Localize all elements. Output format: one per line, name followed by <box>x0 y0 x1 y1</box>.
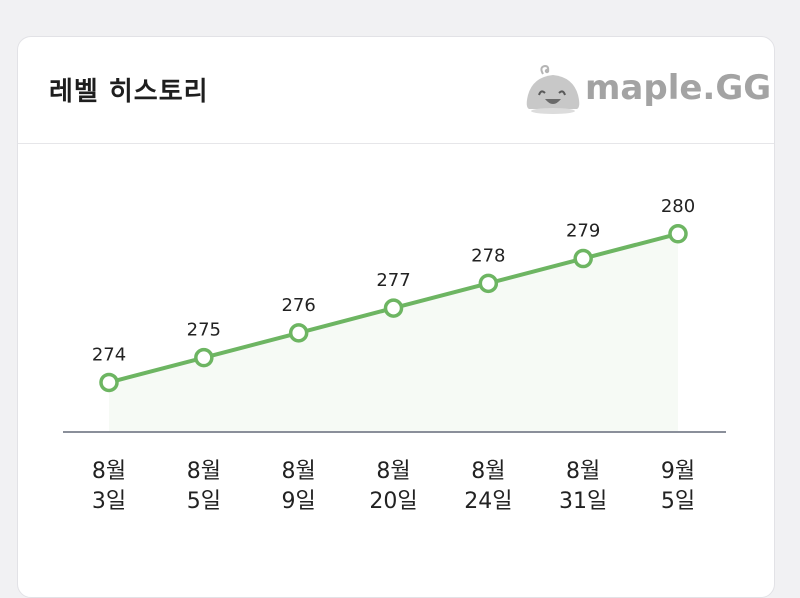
data-point-marker[interactable] <box>288 323 309 343</box>
brand-name: maple.GG <box>585 68 772 108</box>
data-point-label: 280 <box>661 196 695 217</box>
x-tick-label: 8월 31일 <box>559 459 607 514</box>
brand-logo: maple.GG <box>525 65 771 115</box>
x-tick-label: 8월 9일 <box>282 459 316 514</box>
card-title: 레벨 히스토리 <box>49 77 209 107</box>
x-tick-label: 8월 24일 <box>464 459 512 514</box>
data-point-label: 277 <box>376 270 410 291</box>
data-point-marker[interactable] <box>383 298 404 318</box>
data-point-label: 275 <box>187 320 221 341</box>
data-point-label: 274 <box>92 344 126 365</box>
x-tick-label: 9월 5일 <box>661 459 695 514</box>
x-tick-label: 8월 20일 <box>369 459 417 514</box>
x-tick-label: 8월 3일 <box>92 459 126 514</box>
data-point-label: 279 <box>566 221 600 242</box>
data-point-marker[interactable] <box>668 224 688 244</box>
data-point-marker[interactable] <box>99 372 119 393</box>
card-header: 레벨 히스토리 maple.GG <box>18 37 774 144</box>
data-point-marker[interactable] <box>194 347 214 368</box>
data-point-label: 278 <box>471 245 505 266</box>
level-history-card: 레벨 히스토리 maple.GG 274 8월 3일 275 8월 5일 276 8월 9일 27… <box>17 36 775 598</box>
line-area-fill <box>109 233 678 432</box>
data-point-marker[interactable] <box>573 248 593 269</box>
mushroom-mascot-icon <box>526 65 580 114</box>
data-point-marker[interactable] <box>478 273 499 294</box>
level-history-chart: 274 8월 3일 275 8월 5일 276 8월 9일 277 8월 20일 278 8월 24일 279… <box>63 196 726 514</box>
x-tick-label: 8월 5일 <box>187 459 221 514</box>
data-point-label: 276 <box>281 295 315 316</box>
